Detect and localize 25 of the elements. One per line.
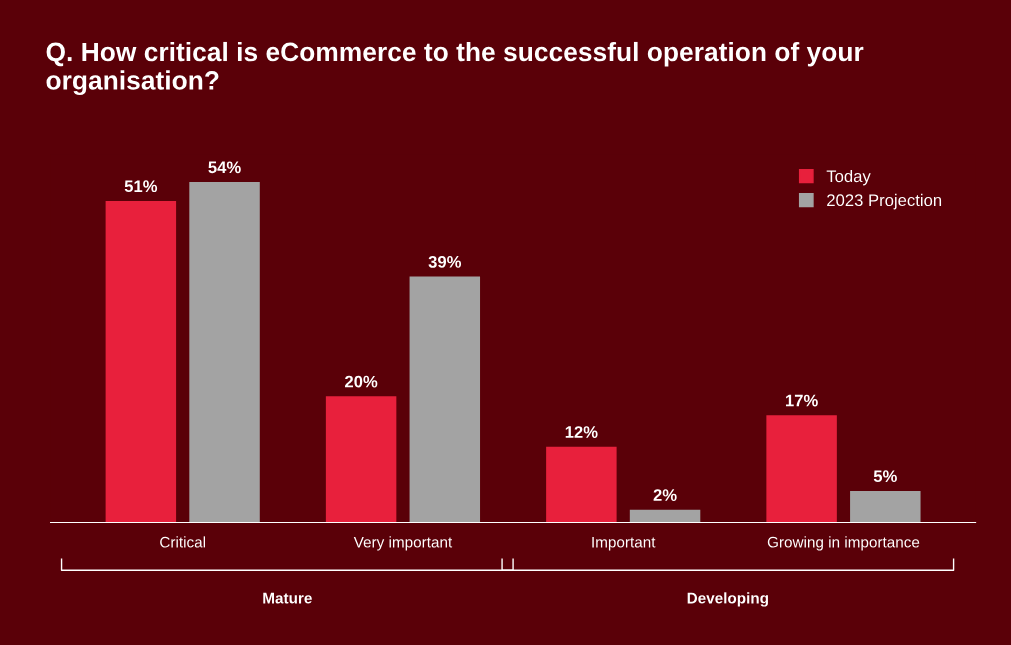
bar <box>546 446 617 523</box>
data-label: 54% <box>208 161 241 174</box>
bar <box>409 276 481 523</box>
data-label: 20% <box>345 375 378 388</box>
data-label: 17% <box>785 394 818 407</box>
bar <box>105 200 177 523</box>
data-label: 51% <box>124 180 158 193</box>
bar <box>766 415 837 523</box>
x-tick-label: Very important <box>353 536 453 551</box>
text: Mature <box>263 592 312 604</box>
x-tick-label: Important <box>592 536 656 551</box>
legend-label: Today <box>826 169 871 186</box>
bar <box>189 182 260 523</box>
x-tick-label: Critical <box>160 536 206 548</box>
data-label: 12% <box>565 426 598 438</box>
bar <box>325 396 397 523</box>
bar <box>850 490 921 523</box>
data-label: 2% <box>653 489 677 501</box>
data-label: 5% <box>873 470 897 483</box>
data-label: 39% <box>428 255 462 268</box>
x-tick-label: Growing in importance <box>767 536 920 551</box>
bar <box>629 509 701 523</box>
text: Developing <box>687 592 768 607</box>
chart-title: Q. How critical is eCommerce to the successful operation of your organisation? <box>46 41 864 96</box>
legend-label: 2023 Projection <box>827 193 942 210</box>
